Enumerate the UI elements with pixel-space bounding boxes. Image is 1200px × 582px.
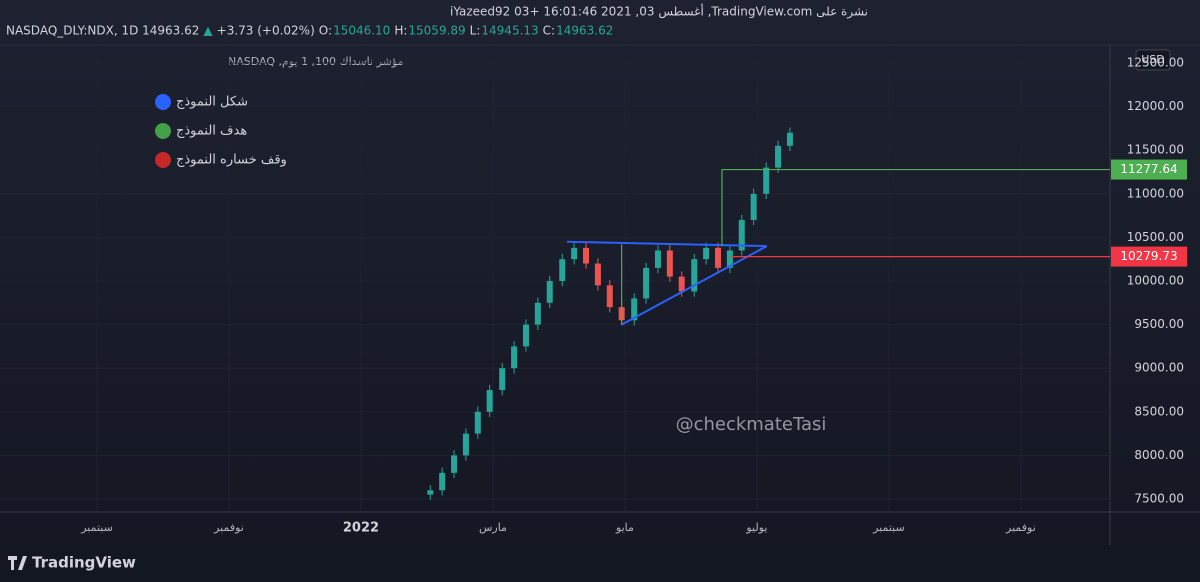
x-tick-label: يوليو bbox=[745, 521, 767, 534]
candle-body bbox=[691, 259, 698, 292]
footer-brand: TradingView bbox=[32, 554, 136, 572]
candle-body bbox=[474, 411, 481, 434]
x-tick-label: مايو bbox=[615, 521, 634, 534]
drawing-line bbox=[721, 168, 1110, 247]
x-tick-label: مارس bbox=[479, 521, 507, 534]
candle-body bbox=[522, 324, 529, 347]
candle-body bbox=[726, 250, 733, 268]
candle-body bbox=[666, 250, 673, 277]
header-field: NASDAQ_DLY:NDX, 1D 14963.62 bbox=[6, 24, 199, 38]
header-field: O: bbox=[319, 24, 332, 38]
header-field: L: bbox=[470, 24, 481, 38]
x-tick-label: نوفمبر bbox=[213, 521, 244, 534]
candle-body bbox=[715, 247, 722, 268]
candle-body bbox=[486, 389, 493, 412]
ohlc-line: NASDAQ_DLY:NDX, 1D 14963.62 ▲ +3.73 (+0.02… bbox=[6, 24, 613, 38]
candle-body bbox=[738, 219, 745, 251]
header-field: 15059.89 bbox=[408, 24, 465, 38]
candle-body bbox=[594, 263, 601, 286]
candle-body bbox=[546, 280, 553, 303]
price-label-box bbox=[1111, 246, 1187, 267]
candle-body bbox=[678, 276, 685, 292]
candle-body bbox=[786, 132, 793, 146]
currency: USD bbox=[1141, 53, 1165, 66]
candle-body bbox=[750, 193, 757, 220]
footer-bar bbox=[0, 545, 1200, 582]
x-tick-label: نوفمبر bbox=[1005, 521, 1036, 534]
candle-body bbox=[571, 247, 578, 260]
candle-body bbox=[631, 298, 638, 321]
header-field: ▲ bbox=[203, 24, 213, 38]
candle-body bbox=[643, 267, 650, 299]
y-tick-label: 9000.00 bbox=[1134, 361, 1184, 375]
candle-body bbox=[462, 433, 469, 456]
logo bbox=[8, 556, 27, 570]
legend-marker bbox=[155, 152, 171, 168]
y-tick-label: 8000.00 bbox=[1134, 448, 1184, 462]
y-tick-label: 7500.00 bbox=[1134, 492, 1184, 506]
y-tick-label: 11000.00 bbox=[1127, 186, 1184, 200]
pane-title: مؤشر ناسداك 100, 1 يوم, NASDAQ bbox=[228, 55, 404, 68]
legend-marker bbox=[155, 94, 171, 110]
publish-line: نشرة على TradingView.com, أغسطس 03, 2021… bbox=[450, 4, 868, 20]
candle-body bbox=[583, 247, 590, 264]
header-field: 14963.62 bbox=[556, 24, 613, 38]
candle-body bbox=[439, 472, 446, 491]
candle-body bbox=[606, 285, 613, 308]
price-label: 10279.73 bbox=[1120, 249, 1177, 263]
watermark: @checkmateTasi bbox=[676, 414, 827, 435]
legend-label: وقف خساره النموذج bbox=[176, 153, 287, 168]
y-tick-label: 9500.00 bbox=[1134, 317, 1184, 331]
legend-marker bbox=[155, 123, 171, 139]
x-tick-label: 2022 bbox=[343, 521, 379, 536]
price-label: 11277.64 bbox=[1120, 162, 1177, 176]
y-tick-label: 8500.00 bbox=[1134, 404, 1184, 418]
y-tick-label: 10000.00 bbox=[1127, 273, 1184, 287]
candle-body bbox=[534, 302, 541, 325]
y-tick-label: 12000.00 bbox=[1127, 99, 1184, 113]
candle-body bbox=[499, 368, 506, 390]
legend-label: شكل النموذج bbox=[176, 95, 248, 110]
drawing-line bbox=[621, 245, 768, 326]
x-tick-label: سبتمبر bbox=[872, 521, 905, 534]
header-field: H: bbox=[394, 24, 407, 38]
candle-body bbox=[427, 490, 434, 495]
header-field: +3.73 (+0.02%) bbox=[217, 24, 315, 38]
y-tick-label: 10500.00 bbox=[1127, 230, 1184, 244]
candle-body bbox=[763, 167, 770, 194]
candle-body bbox=[559, 259, 566, 281]
candle-body bbox=[654, 250, 661, 268]
y-tick-label: 11500.00 bbox=[1127, 143, 1184, 157]
x-tick-label: سبتمبر bbox=[80, 521, 113, 534]
candle-body bbox=[511, 346, 518, 369]
candle-body bbox=[775, 145, 782, 168]
currency-box bbox=[1135, 49, 1171, 71]
candle-body bbox=[703, 247, 710, 260]
header-field: 15046.10 bbox=[333, 24, 390, 38]
drawing-line bbox=[566, 240, 767, 248]
header-field: C: bbox=[543, 24, 555, 38]
price-label-box bbox=[1111, 159, 1187, 180]
candle-body bbox=[451, 455, 458, 473]
header-field: 14945.13 bbox=[481, 24, 538, 38]
legend-label: هدف النموذج bbox=[176, 124, 247, 139]
y-tick-label: 12500.00 bbox=[1127, 55, 1184, 69]
